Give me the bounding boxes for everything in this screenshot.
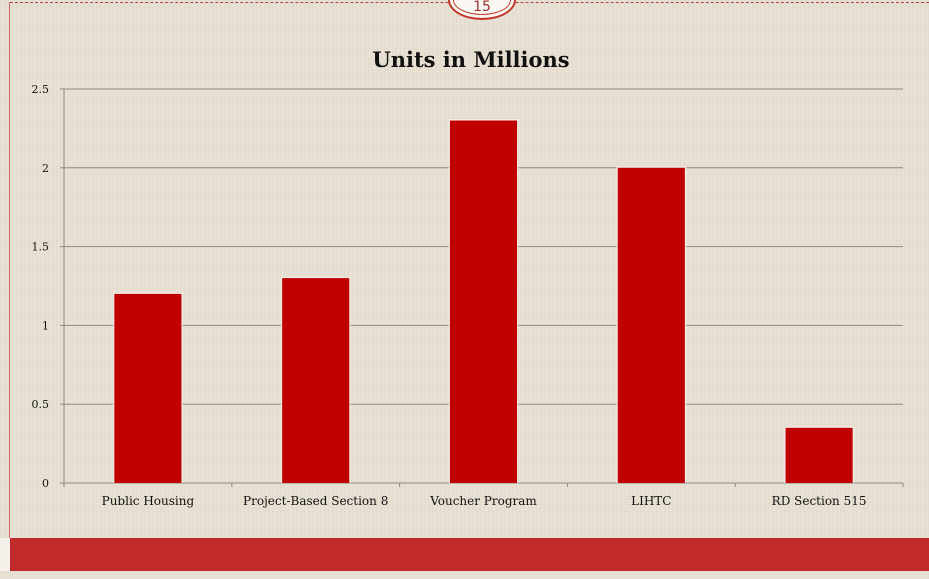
left-border [9,2,10,539]
y-tick-label: 0.5 [32,398,50,411]
bottom-left-tab [0,538,10,571]
axis-labels: 0 0.5 1 1.5 2 2.5 Public Housing Project-Based … [32,83,867,508]
y-tick-label: 2 [42,162,49,175]
bars [112,119,855,484]
bar [785,427,853,483]
x-category-label: RD Section 515 [772,494,867,508]
x-category-label: Project-Based Section 8 [243,494,388,508]
x-category-label: Public Housing [102,494,195,508]
bottom-bar [10,538,929,571]
bar [114,293,182,483]
x-category-label: LIHTC [631,494,671,508]
bar [282,278,350,483]
y-tick-label: 1 [42,319,49,332]
bar [617,167,685,484]
x-category-label: Voucher Program [429,494,537,508]
chart-title: Units in Millions [372,47,569,72]
y-tick-label: 2.5 [32,83,50,96]
slide-number: 15 [473,0,491,15]
y-tick-label: 1.5 [32,241,50,254]
y-tick-label: 0 [42,477,49,490]
bar [449,120,518,484]
